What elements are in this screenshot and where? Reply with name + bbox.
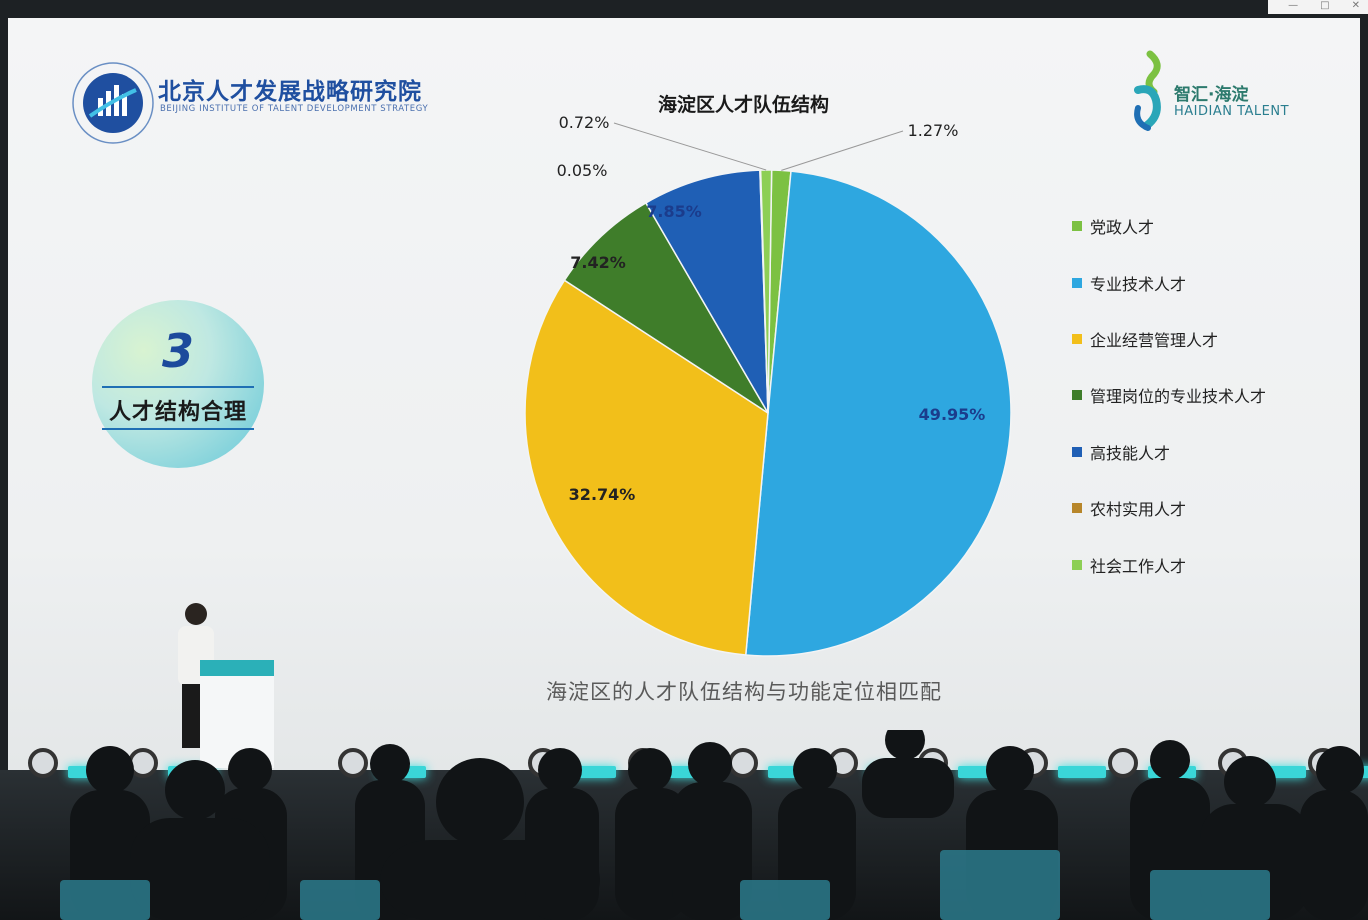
pie-chart: 1.27% 49.95% 32.74% 7.42% 7.85% 0.05% 0.72% [524,113,1012,657]
haidian-talent-logo-icon [1134,50,1161,131]
legend-item: 专业技术人才 [1072,254,1266,310]
legend-item: 企业经营管理人才 [1072,311,1266,367]
pie-slice-1 [744,170,1012,657]
audience-silhouettes [60,730,1368,920]
legend-label: 社会工作人才 [1090,556,1187,576]
badge-number: 3 [161,324,194,378]
legend-swatch [1072,503,1082,514]
maximize-icon[interactable]: □ [1320,0,1330,11]
chart-legend: 党政人才专业技术人才企业经营管理人才管理岗位的专业技术人才 高技能人才农村实用人才… [1072,198,1266,593]
stage-lamp [338,748,368,778]
pie-label-6: 0.72% [559,113,610,132]
pie-label-1: 49.95% [919,405,986,424]
pie-label-0: 1.27% [908,121,959,140]
podium [200,660,274,768]
legend-item: 党政人才 [1072,198,1266,254]
badge-text: 人才结构合理 [108,400,247,425]
legend-label: 农村实用人才 [1090,500,1187,520]
legend-label: 管理岗位的专业技术人才 [1090,387,1267,407]
legend-label: 企业经营管理人才 [1090,330,1219,350]
slide-caption: 海淀区的人才队伍结构与功能定位相匹配 [546,680,942,704]
legend-item: 管理岗位的专业技术人才 [1072,367,1266,423]
minimize-icon[interactable]: — [1288,0,1299,11]
window-controls: — □ ✕ [1268,0,1368,14]
chart-title: 海淀区人才队伍结构 [658,94,830,116]
leader-line-6 [613,122,767,171]
stage-lamp [28,748,58,778]
legend-swatch [1072,277,1082,288]
legend-label: 党政人才 [1090,218,1155,238]
legend-label: 专业技术人才 [1090,274,1187,294]
legend-swatch [1072,446,1082,457]
legend-swatch [1072,333,1082,344]
legend-swatch [1072,390,1082,401]
institute-logo-icon [72,62,154,144]
legend-item: 社会工作人才 [1072,536,1266,592]
badge-divider-bottom [102,428,254,430]
legend-item: 农村实用人才 [1072,480,1266,536]
stage-lamp [1108,748,1138,778]
leader-line-0 [781,130,904,171]
legend-item: 高技能人才 [1072,424,1266,480]
partner-name-en: HAIDIAN TALENT [1174,104,1290,119]
pie-label-4: 7.85% [646,202,702,221]
legend-label: 高技能人才 [1090,443,1171,463]
badge-divider [102,386,254,388]
pie-slice-3 [563,201,769,414]
section-badge: 3 人才结构合理 [92,300,264,468]
partner-name: 智汇·海淀 [1174,85,1249,105]
pie-label-2: 32.74% [569,485,636,504]
institute-name: 北京人才发展战略研究院 [158,79,422,105]
close-icon[interactable]: ✕ [1351,0,1360,11]
pie-label-5: 0.05% [557,161,608,180]
pie-slice-4 [644,169,769,414]
legend-swatch [1072,221,1082,232]
pie-label-3: 7.42% [570,253,626,272]
presentation-screen: 北京人才发展战略研究院 BEIJING INSTITUTE OF TALENT … [8,18,1360,770]
legend-swatch [1072,559,1082,570]
institute-name-en: BEIJING INSTITUTE OF TALENT DEVELOPMENT … [160,104,429,114]
light-strip [1058,766,1106,778]
